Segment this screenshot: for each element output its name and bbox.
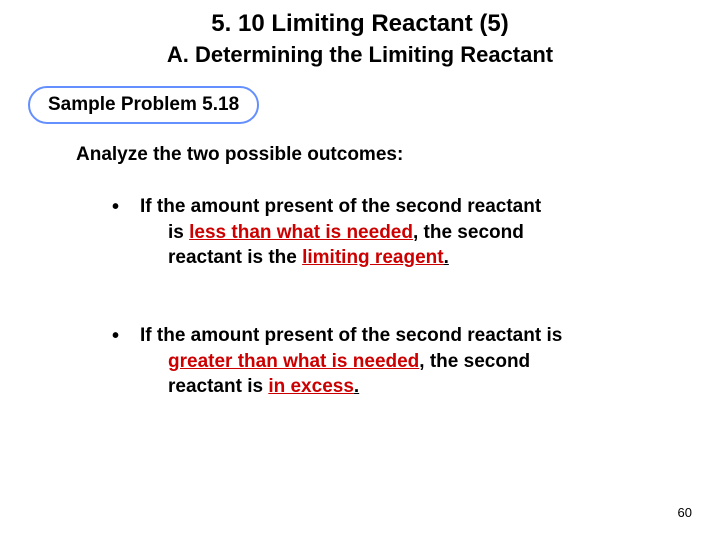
slide-title: 5. 10 Limiting Reactant (5) [24,10,696,38]
sample-problem-pill: Sample Problem 5.18 [28,86,259,124]
bullet-2: If the amount present of the second reac… [112,323,626,400]
bullet-2-text-c: reactant is [168,376,268,397]
bullet-1-text-a: If the amount present of the second reac… [140,196,541,217]
bullet-1-text-d: reactant is the [168,247,302,268]
page-number: 60 [678,505,692,520]
bullet-2-line2: greater than what is needed, the second [140,349,626,375]
bullet-2-emph-greater: greater than what is needed [168,351,419,372]
bullet-1-emph-limiting: limiting reagent [302,247,443,268]
bullet-2-line3: reactant is in excess. [140,374,626,400]
bullet-1-line2: is less than what is needed, the second [140,220,626,246]
bullet-2-emph-excess: in excess [268,376,354,397]
section-heading: Analyze the two possible outcomes: [76,144,696,166]
slide-subtitle: A. Determining the Limiting Reactant [24,42,696,68]
bullet-2-text-b: , the second [419,351,530,372]
bullet-1-text-c: , the second [413,222,524,243]
bullet-1-line3: reactant is the limiting reagent. [140,245,626,271]
bullet-2-text-a: If the amount present of the second reac… [140,325,562,346]
bullet-1-emph-less: less than what is needed [189,222,413,243]
bullet-list: If the amount present of the second reac… [112,194,626,400]
bullet-1-period: . [444,247,449,268]
bullet-1-text-b: is [168,222,189,243]
bullet-1: If the amount present of the second reac… [112,194,626,271]
slide: 5. 10 Limiting Reactant (5) A. Determini… [0,0,720,540]
bullet-2-period: . [354,376,359,397]
